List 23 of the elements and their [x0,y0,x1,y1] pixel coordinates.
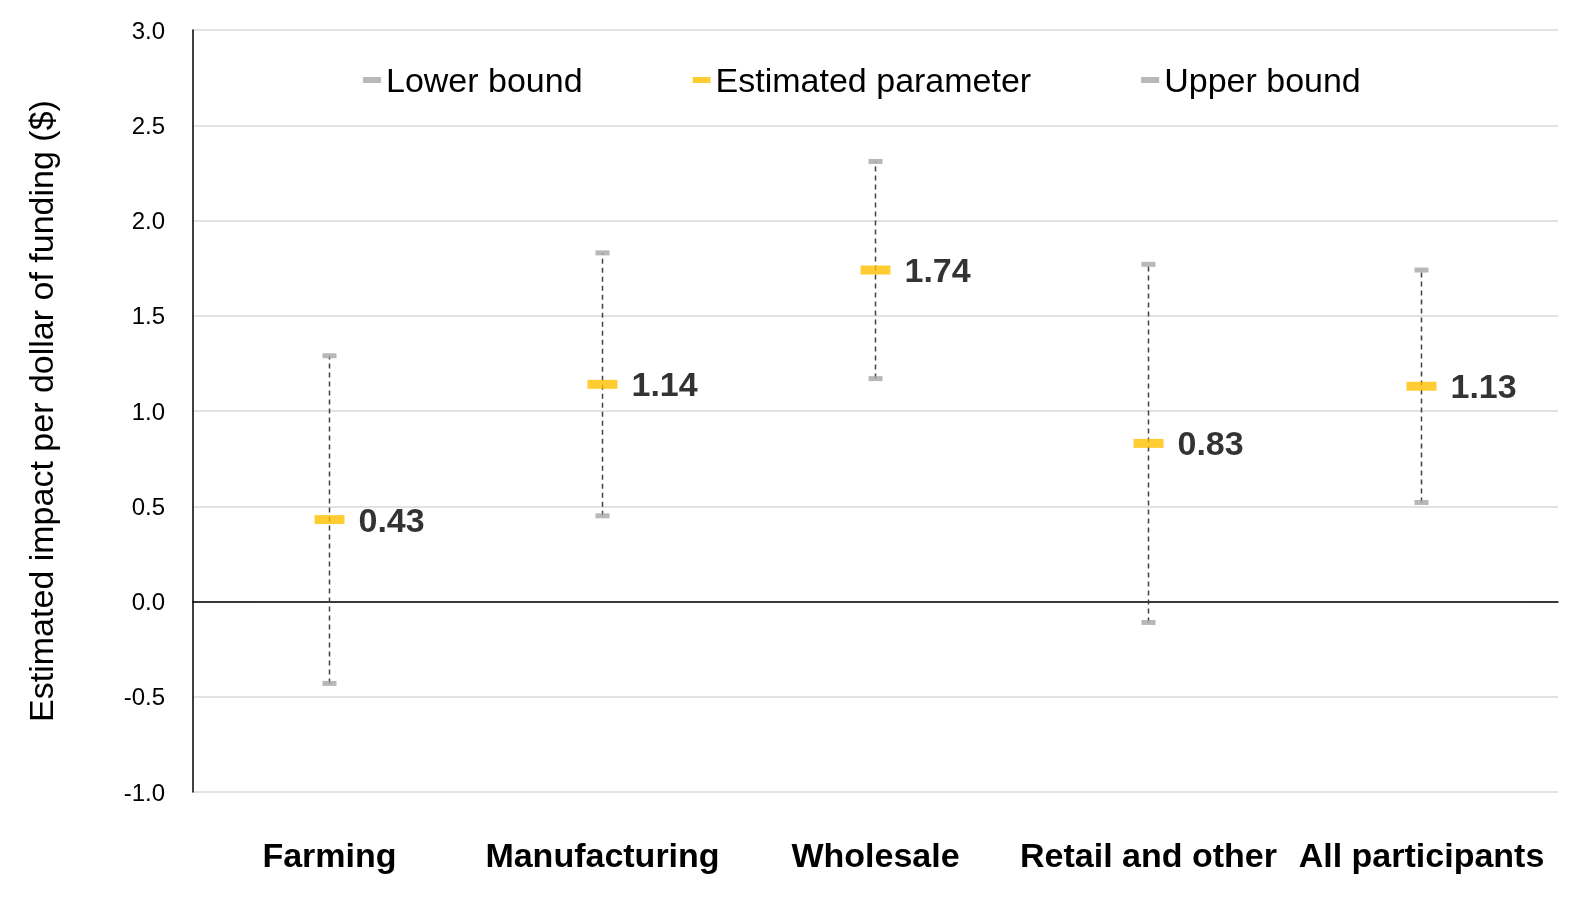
y-tick-label: -1.0 [123,778,165,806]
y-tick-label: -0.5 [123,683,165,711]
y-tick-label: 0.0 [131,588,165,615]
data-label: 0.43 [358,500,425,539]
x-tick-label: Wholesale [791,836,960,874]
x-tick-label: Manufacturing [485,836,720,874]
y-tick-label: 3.0 [131,16,165,44]
x-tick-label: All participants [1298,836,1545,874]
legend-label: Lower bound [386,61,583,99]
y-tick-label: 2.5 [131,111,165,139]
y-tick-label: 1.0 [131,397,165,425]
data-label: 1.13 [1450,367,1517,406]
y-axis-title: Estimated impact per dollar of funding ($) [22,100,60,722]
y-tick-label: 0.5 [131,492,165,520]
y-tick-label: 2.0 [131,207,165,234]
legend-label: Upper bound [1164,61,1361,99]
x-tick-label: Farming [262,836,397,874]
data-label: 1.14 [631,365,698,404]
y-tick-label: 1.5 [131,302,165,330]
data-label: 1.74 [904,251,971,290]
x-tick-label: Retail and other [1020,836,1277,874]
legend-label: Estimated parameter [715,61,1032,99]
data-label: 0.83 [1177,424,1244,463]
